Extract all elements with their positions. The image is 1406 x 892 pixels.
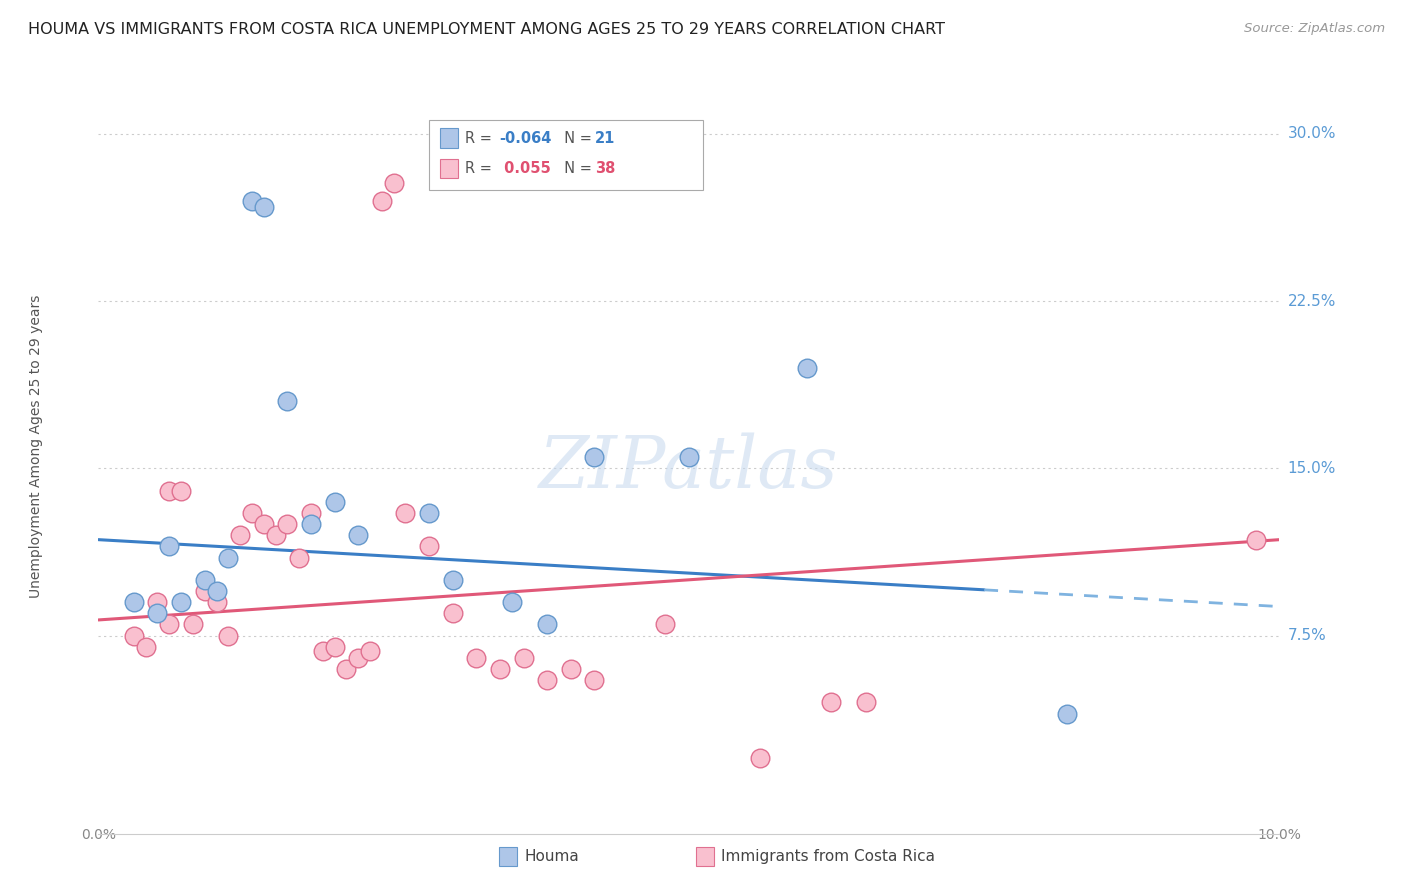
Text: 0.0%: 0.0% bbox=[82, 828, 115, 842]
Point bbox=[465, 651, 488, 665]
Point bbox=[441, 607, 464, 621]
Point bbox=[855, 696, 877, 710]
Point bbox=[323, 640, 346, 654]
Text: ZIPatlas: ZIPatlas bbox=[538, 432, 839, 503]
Point bbox=[654, 617, 676, 632]
Point bbox=[299, 517, 322, 532]
Point bbox=[796, 360, 818, 375]
Point bbox=[205, 583, 228, 598]
Point bbox=[371, 194, 394, 208]
Point bbox=[335, 662, 357, 676]
Point bbox=[217, 550, 239, 565]
Point bbox=[157, 483, 180, 498]
Text: 15.0%: 15.0% bbox=[1288, 461, 1336, 475]
Point bbox=[146, 595, 169, 609]
Point bbox=[170, 595, 193, 609]
Point bbox=[536, 617, 558, 632]
Point bbox=[135, 640, 157, 654]
Text: 0.055: 0.055 bbox=[499, 161, 551, 176]
Point bbox=[382, 176, 405, 190]
Point bbox=[170, 483, 193, 498]
Text: 21: 21 bbox=[595, 131, 614, 145]
Point bbox=[418, 506, 440, 520]
Text: Unemployment Among Ages 25 to 29 years: Unemployment Among Ages 25 to 29 years bbox=[30, 294, 44, 598]
Point bbox=[146, 607, 169, 621]
Point bbox=[501, 595, 523, 609]
Point bbox=[489, 662, 512, 676]
Text: 10.0%: 10.0% bbox=[1257, 828, 1302, 842]
Point bbox=[264, 528, 287, 542]
Point bbox=[194, 573, 217, 587]
Text: Source: ZipAtlas.com: Source: ZipAtlas.com bbox=[1244, 22, 1385, 36]
Point bbox=[583, 673, 606, 687]
Point bbox=[299, 506, 322, 520]
Point bbox=[122, 595, 145, 609]
Point bbox=[276, 517, 298, 532]
Point bbox=[394, 506, 416, 520]
Text: -0.064: -0.064 bbox=[499, 131, 551, 145]
Point bbox=[240, 194, 263, 208]
Point bbox=[253, 200, 276, 214]
Point bbox=[347, 651, 370, 665]
Point bbox=[253, 517, 276, 532]
Point bbox=[536, 673, 558, 687]
Point bbox=[583, 450, 606, 465]
Point bbox=[347, 528, 370, 542]
Point bbox=[312, 644, 335, 658]
Point bbox=[276, 394, 298, 409]
Text: R =: R = bbox=[465, 131, 496, 145]
Point bbox=[323, 494, 346, 508]
Text: N =: N = bbox=[555, 161, 598, 176]
Point bbox=[359, 644, 381, 658]
Point bbox=[560, 662, 582, 676]
Point bbox=[441, 573, 464, 587]
Point bbox=[157, 539, 180, 553]
Point bbox=[229, 528, 252, 542]
Point bbox=[748, 751, 770, 765]
Point bbox=[240, 506, 263, 520]
Text: N =: N = bbox=[555, 131, 598, 145]
Point bbox=[820, 696, 842, 710]
Point bbox=[1056, 706, 1078, 721]
Point bbox=[122, 628, 145, 642]
Text: 38: 38 bbox=[595, 161, 614, 176]
Text: HOUMA VS IMMIGRANTS FROM COSTA RICA UNEMPLOYMENT AMONG AGES 25 TO 29 YEARS CORRE: HOUMA VS IMMIGRANTS FROM COSTA RICA UNEM… bbox=[28, 22, 945, 37]
Point bbox=[1244, 533, 1267, 547]
Text: R =: R = bbox=[465, 161, 496, 176]
Text: Immigrants from Costa Rica: Immigrants from Costa Rica bbox=[721, 849, 935, 863]
Point bbox=[181, 617, 204, 632]
Point bbox=[288, 550, 311, 565]
Point bbox=[205, 595, 228, 609]
Point bbox=[678, 450, 700, 465]
Point bbox=[194, 583, 217, 598]
Text: Houma: Houma bbox=[524, 849, 579, 863]
Point bbox=[512, 651, 534, 665]
Text: 7.5%: 7.5% bbox=[1288, 628, 1326, 643]
Point bbox=[418, 539, 440, 553]
Point bbox=[157, 617, 180, 632]
Point bbox=[217, 628, 239, 642]
Text: 22.5%: 22.5% bbox=[1288, 293, 1336, 309]
Text: 30.0%: 30.0% bbox=[1288, 127, 1336, 141]
